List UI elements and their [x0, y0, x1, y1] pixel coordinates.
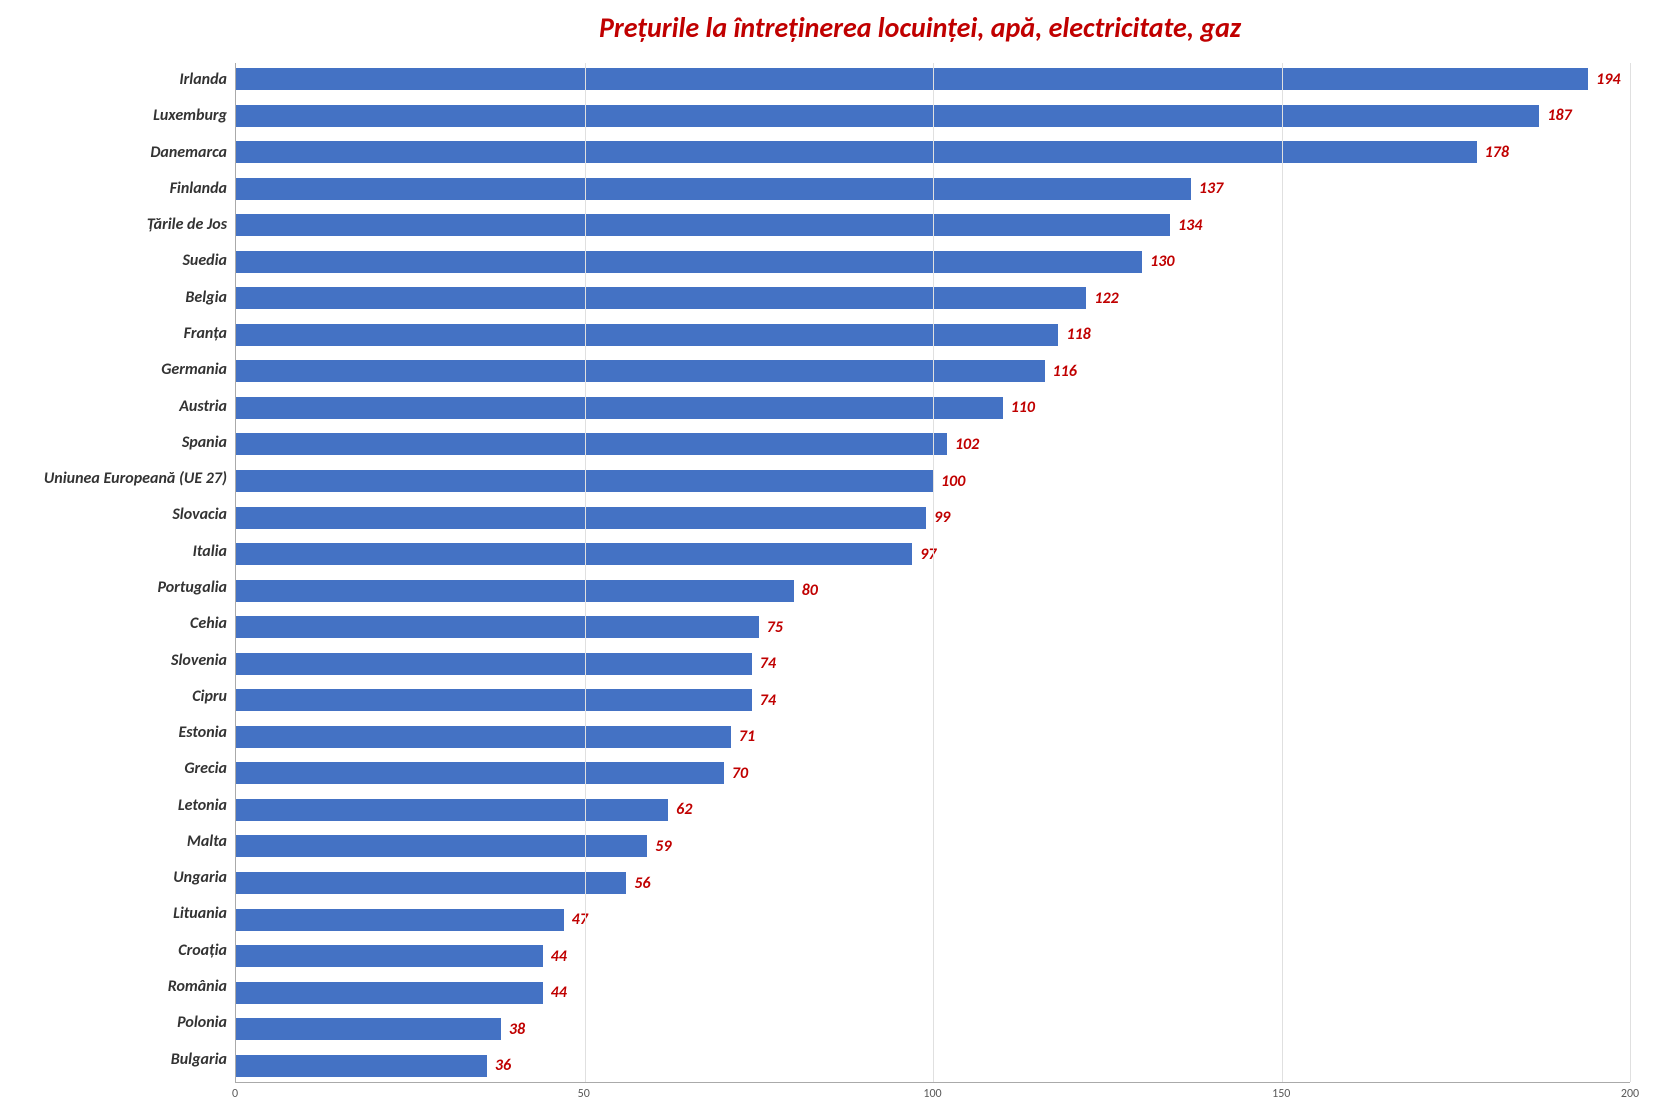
bar: [236, 689, 752, 711]
y-axis-label: Malta: [10, 834, 235, 850]
y-axis-label: Italia: [10, 544, 235, 560]
y-axis-label: Ungaria: [10, 870, 235, 886]
y-axis-label: Slovacia: [10, 507, 235, 523]
x-axis-tick: 150: [1272, 1087, 1290, 1101]
bar-value-label: 99: [934, 508, 950, 527]
bar-value-label: 187: [1547, 106, 1571, 125]
y-axis-label: Suedia: [10, 253, 235, 269]
y-axis-label: Letonia: [10, 798, 235, 814]
y-axis-label: Finlanda: [10, 181, 235, 197]
bar: [236, 835, 647, 857]
bar-value-label: 116: [1053, 362, 1077, 381]
bar: [236, 507, 926, 529]
x-axis-tick: 100: [923, 1087, 941, 1101]
bar: [236, 433, 947, 455]
bar-value-label: 62: [676, 800, 692, 819]
bar-value-label: 75: [767, 618, 783, 637]
bar: [236, 105, 1539, 127]
plot-area: Irlanda Luxemburg Danemarca Finlanda Țările …: [10, 63, 1630, 1083]
y-axis-label: Franța: [10, 326, 235, 342]
bar-value-label: 134: [1178, 216, 1202, 235]
y-axis-labels: Irlanda Luxemburg Danemarca Finlanda Țările …: [10, 63, 235, 1083]
y-axis-label: Croația: [10, 943, 235, 959]
y-axis-label: Slovenia: [10, 653, 235, 669]
bar: [236, 1055, 487, 1077]
y-axis-label: Portugalia: [10, 580, 235, 596]
bar-value-label: 178: [1485, 143, 1509, 162]
bar: [236, 251, 1142, 273]
bar-value-label: 44: [551, 947, 567, 966]
bar: [236, 543, 912, 565]
y-axis-label: Germania: [10, 362, 235, 378]
bar: [236, 726, 731, 748]
bar-value-label: 122: [1094, 289, 1118, 308]
bars-area: 1941871781371341301221181161101021009997…: [235, 63, 1630, 1083]
bar-value-label: 59: [655, 837, 671, 856]
bar: [236, 397, 1003, 419]
y-axis-label: Belgia: [10, 290, 235, 306]
bar: [236, 214, 1170, 236]
y-axis-label: Luxemburg: [10, 108, 235, 124]
y-axis-label: Irlanda: [10, 72, 235, 88]
bar-value-label: 80: [802, 581, 818, 600]
bar-value-label: 110: [1011, 398, 1035, 417]
bar-value-label: 100: [941, 472, 965, 491]
bar-value-label: 74: [760, 691, 776, 710]
bar: [236, 178, 1191, 200]
bar-value-label: 36: [495, 1056, 511, 1075]
y-axis-label: România: [10, 979, 235, 995]
bar-value-label: 137: [1199, 179, 1223, 198]
chart-container: Prețurile la întreținerea locuinței, apă…: [0, 0, 1670, 1108]
bar: [236, 141, 1477, 163]
x-axis: 050100150200: [235, 1083, 1630, 1103]
y-axis-label: Lituania: [10, 906, 235, 922]
bar-value-label: 44: [551, 983, 567, 1002]
gridline: [1282, 63, 1283, 1082]
bar-value-label: 71: [739, 727, 755, 746]
y-axis-label: Danemarca: [10, 145, 235, 161]
y-axis-label: Grecia: [10, 761, 235, 777]
gridline: [585, 63, 586, 1082]
y-axis-label: Cipru: [10, 689, 235, 705]
bar-value-label: 130: [1150, 252, 1174, 271]
y-axis-label: Austria: [10, 399, 235, 415]
y-axis-label: Țările de Jos: [10, 217, 235, 233]
bar-value-label: 74: [760, 654, 776, 673]
bar: [236, 360, 1045, 382]
bar: [236, 872, 626, 894]
y-axis-label: Polonia: [10, 1015, 235, 1031]
bar-value-label: 70: [732, 764, 748, 783]
bar-value-label: 102: [955, 435, 979, 454]
bar: [236, 909, 564, 931]
y-axis-label: Estonia: [10, 725, 235, 741]
chart-title: Prețurile la întreținerea locuinței, apă…: [10, 10, 1630, 45]
bar: [236, 68, 1588, 90]
x-axis-tick: 50: [578, 1087, 590, 1101]
bar: [236, 762, 724, 784]
bar: [236, 653, 752, 675]
y-axis-label: Spania: [10, 435, 235, 451]
bar: [236, 616, 759, 638]
bar: [236, 1018, 501, 1040]
bar-value-label: 194: [1596, 70, 1620, 89]
bar-value-label: 38: [509, 1020, 525, 1039]
bar: [236, 324, 1058, 346]
x-axis-tick: 0: [232, 1087, 238, 1101]
bar-value-label: 56: [634, 874, 650, 893]
y-axis-label: Cehia: [10, 616, 235, 632]
y-axis-label: Uniunea Europeană (UE 27): [10, 471, 235, 487]
bar: [236, 982, 543, 1004]
bar: [236, 799, 668, 821]
bar: [236, 287, 1086, 309]
gridline: [1630, 63, 1631, 1082]
y-axis-label: Bulgaria: [10, 1052, 235, 1068]
bar: [236, 945, 543, 967]
bar: [236, 580, 794, 602]
x-axis-tick: 200: [1621, 1087, 1639, 1101]
gridline: [933, 63, 934, 1082]
bar-value-label: 118: [1066, 325, 1090, 344]
